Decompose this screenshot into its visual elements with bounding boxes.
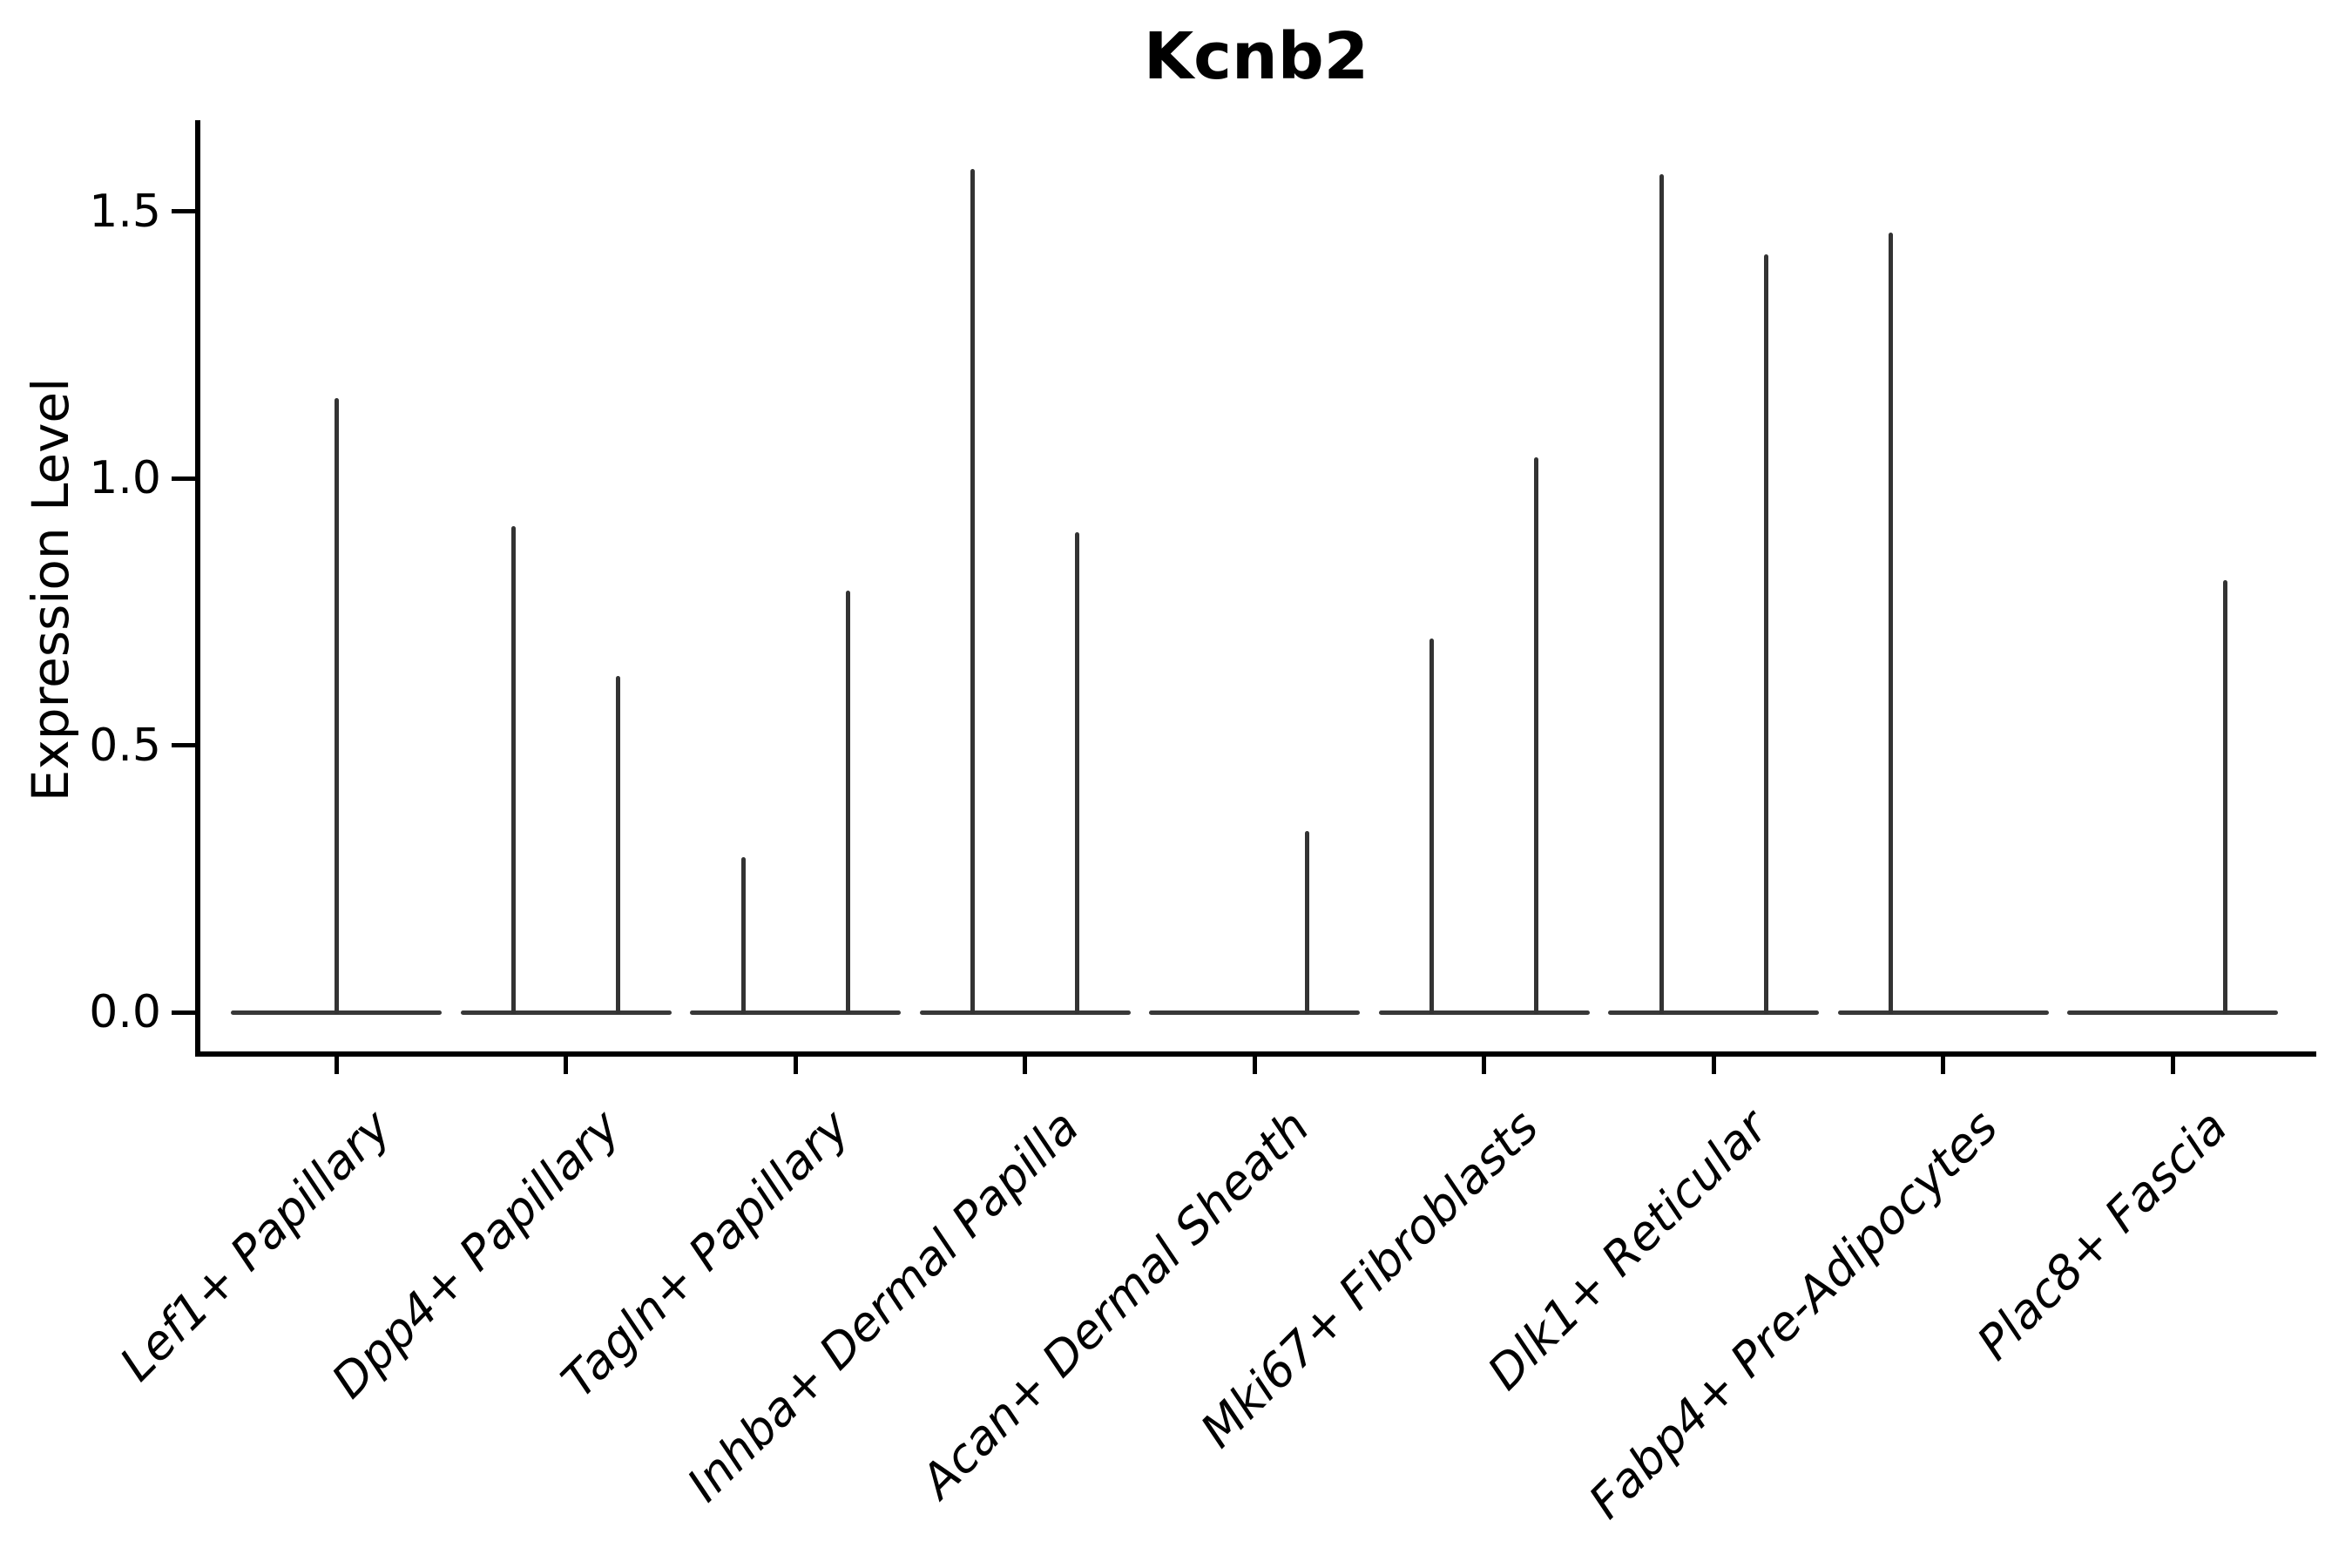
x-axis-spine [195,1051,2316,1057]
violin-spike [1075,531,1079,1014]
violin-spike [845,590,850,1014]
y-tick-mark [172,743,195,748]
violin-spike [1763,253,1768,1014]
x-tick-label: Fabp4+ Pre-Adipocytes [1578,1099,2009,1530]
x-tick-mark [334,1056,339,1074]
violin-baseline [1378,1010,1590,1015]
y-tick-label: 0.5 [89,719,161,772]
x-tick-mark [1482,1056,1486,1074]
y-tick-label: 0.0 [89,986,161,1038]
violin-spike [740,857,746,1014]
violin-spike [616,675,620,1014]
violin-spike [1534,456,1538,1014]
y-tick-mark [172,476,195,481]
violin-baseline [1608,1010,1819,1015]
x-tick-mark [2170,1056,2175,1074]
x-tick-label: Plac8+ Fascia [1966,1099,2238,1371]
x-tick-mark [1711,1056,1716,1074]
violin-spike [334,398,339,1014]
y-tick-label: 1.5 [89,185,161,238]
y-tick-mark [172,1010,195,1015]
violin-spike [970,168,975,1014]
violin-spike [511,526,516,1014]
x-tick-mark [793,1056,798,1074]
violin-spike [1304,830,1309,1014]
x-tick-mark [1252,1056,1257,1074]
x-tick-mark [564,1056,568,1074]
violin-spike [1889,233,1893,1014]
y-tick-label: 1.0 [89,452,161,505]
violin-baseline [2067,1010,2278,1015]
violin-baseline [690,1010,901,1015]
violin-spike [1429,639,1434,1014]
x-tick-mark [1023,1056,1027,1074]
violin-spike [1659,174,1664,1014]
violin-spike [2222,579,2227,1014]
y-tick-mark [172,209,195,214]
y-axis-spine [195,120,200,1057]
x-tick-label: Inhba+ Dermal Papilla [677,1099,1091,1512]
violin-baseline [1837,1010,2049,1015]
x-tick-mark [1941,1056,1945,1074]
violin-baseline [460,1010,672,1015]
x-tick-label: Acan+ Dermal Sheath [909,1099,1320,1509]
violin-baseline [1149,1010,1360,1015]
violin-baseline [919,1010,1131,1015]
chart-title: Kcnb2 [1143,19,1369,94]
